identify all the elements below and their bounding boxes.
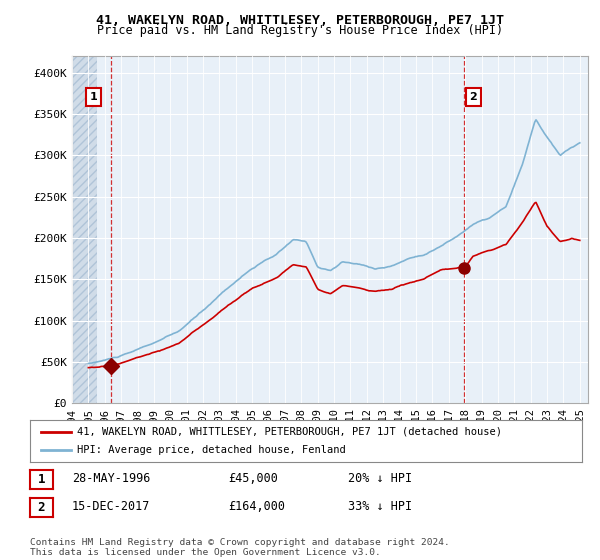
Text: £45,000: £45,000 bbox=[228, 472, 278, 486]
Text: 28-MAY-1996: 28-MAY-1996 bbox=[72, 472, 151, 486]
Text: 20% ↓ HPI: 20% ↓ HPI bbox=[348, 472, 412, 486]
Text: 1: 1 bbox=[38, 473, 45, 486]
Text: 41, WAKELYN ROAD, WHITTLESEY, PETERBOROUGH, PE7 1JT (detached house): 41, WAKELYN ROAD, WHITTLESEY, PETERBOROU… bbox=[77, 427, 502, 437]
Text: 2: 2 bbox=[38, 501, 45, 514]
Text: 41, WAKELYN ROAD, WHITTLESEY, PETERBOROUGH, PE7 1JT: 41, WAKELYN ROAD, WHITTLESEY, PETERBOROU… bbox=[96, 14, 504, 27]
Text: 15-DEC-2017: 15-DEC-2017 bbox=[72, 500, 151, 514]
Text: Price paid vs. HM Land Registry's House Price Index (HPI): Price paid vs. HM Land Registry's House … bbox=[97, 24, 503, 37]
Text: 1: 1 bbox=[89, 92, 97, 102]
Text: Contains HM Land Registry data © Crown copyright and database right 2024.
This d: Contains HM Land Registry data © Crown c… bbox=[30, 538, 450, 557]
Bar bbox=[72, 56, 97, 403]
Text: £164,000: £164,000 bbox=[228, 500, 285, 514]
Text: HPI: Average price, detached house, Fenland: HPI: Average price, detached house, Fenl… bbox=[77, 445, 346, 455]
Text: 2: 2 bbox=[469, 92, 477, 102]
Text: 33% ↓ HPI: 33% ↓ HPI bbox=[348, 500, 412, 514]
